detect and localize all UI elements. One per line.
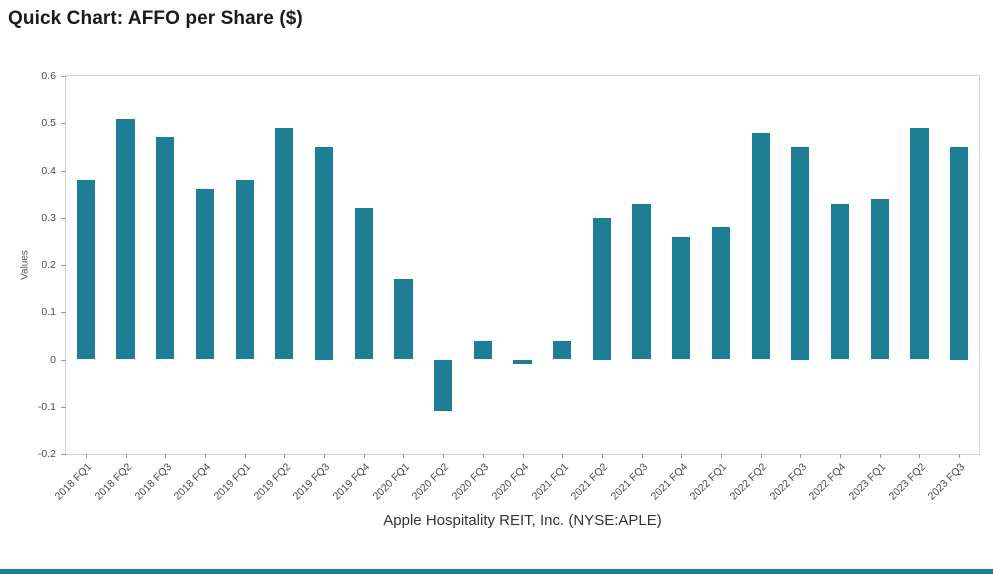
bar-2021-FQ1[interactable] bbox=[553, 340, 572, 360]
bar-2022-FQ1[interactable] bbox=[711, 227, 731, 360]
x-tick-label: 2023 FQ2 bbox=[886, 461, 928, 503]
bottom-accent-bar bbox=[0, 569, 993, 574]
x-tick-mark bbox=[324, 454, 326, 458]
bar-2019-FQ4[interactable] bbox=[354, 208, 373, 360]
x-tick-label: 2020 FQ1 bbox=[370, 461, 412, 503]
bar-2019-FQ1[interactable] bbox=[235, 179, 254, 360]
x-tick-label: 2022 FQ3 bbox=[767, 461, 809, 503]
bar-2023-FQ3[interactable] bbox=[950, 146, 969, 360]
x-tick-label: 2020 FQ2 bbox=[410, 461, 452, 503]
y-tick-mark bbox=[61, 76, 66, 77]
x-tick-label: 2021 FQ3 bbox=[608, 461, 651, 503]
x-tick-mark bbox=[919, 454, 921, 458]
x-tick-label: 2021 FQ4 bbox=[648, 461, 690, 503]
bar-2020-FQ4[interactable] bbox=[513, 359, 532, 365]
bar-2018-FQ1[interactable] bbox=[76, 179, 95, 360]
x-tick-mark bbox=[482, 454, 484, 458]
y-tick-mark bbox=[61, 359, 66, 361]
x-tick-label: 2019 FQ2 bbox=[251, 461, 293, 503]
bar-2020-FQ2[interactable] bbox=[433, 359, 453, 412]
bar-2018-FQ3[interactable] bbox=[156, 137, 175, 360]
x-tick-mark bbox=[601, 454, 603, 458]
y-tick-label: 0.6 bbox=[41, 70, 56, 82]
x-tick-mark bbox=[125, 454, 127, 458]
x-tick-label: 2018 FQ3 bbox=[132, 461, 174, 503]
x-tick-mark bbox=[720, 454, 722, 458]
bar-2019-FQ3[interactable] bbox=[314, 146, 334, 360]
x-tick-label: 2018 FQ1 bbox=[52, 461, 95, 503]
plot-area: Values 2018 FQ1 2018 FQ2 2018 FQ3 2018 FQ4 2… bbox=[19, 70, 980, 503]
bar-2018-FQ4[interactable] bbox=[195, 189, 215, 360]
x-tick-mark bbox=[562, 454, 564, 458]
y-tick-mark bbox=[61, 217, 66, 219]
x-tick-label: 2021 FQ1 bbox=[529, 461, 571, 503]
x-tick-label: 2022 FQ2 bbox=[727, 461, 770, 503]
x-tick-label: 2019 FQ4 bbox=[330, 461, 373, 503]
y-tick-label: 0.3 bbox=[41, 211, 56, 224]
x-tick-label: 2019 FQ3 bbox=[291, 461, 333, 503]
y-tick-label: 0.1 bbox=[41, 306, 56, 319]
x-tick-label: 2021 FQ2 bbox=[568, 461, 611, 503]
chart-title: Quick Chart: AFFO per Share ($) bbox=[8, 8, 303, 29]
x-tick-mark bbox=[85, 454, 87, 458]
y-tick-mark bbox=[61, 265, 66, 266]
x-tick-mark bbox=[641, 454, 643, 458]
x-axis-title: Apple Hospitality REIT, Inc. (NYSE:APLE) bbox=[383, 512, 662, 529]
y-tick-label: -0.2 bbox=[37, 448, 56, 460]
x-tick-label: 2022 FQ1 bbox=[687, 461, 730, 503]
y-tick-mark bbox=[61, 454, 66, 455]
x-tick-label: 2019 FQ1 bbox=[211, 461, 254, 503]
bar-2021-FQ2[interactable] bbox=[592, 217, 611, 360]
x-tick-mark bbox=[403, 454, 405, 458]
x-tick-mark bbox=[800, 454, 802, 458]
y-tick-mark bbox=[61, 312, 66, 314]
x-tick-label: 2022 FQ4 bbox=[807, 461, 849, 503]
bar-2022-FQ2[interactable] bbox=[751, 132, 770, 360]
x-tick-label: 2023 FQ1 bbox=[846, 461, 889, 503]
x-tick-mark bbox=[204, 454, 206, 458]
x-tick-label: 2023 FQ3 bbox=[926, 461, 968, 503]
bar-2020-FQ1[interactable] bbox=[394, 279, 413, 360]
y-tick-label: 0.4 bbox=[41, 164, 56, 177]
bar-2022-FQ3[interactable] bbox=[791, 146, 810, 360]
y-tick-mark bbox=[61, 170, 66, 172]
x-tick-mark bbox=[760, 454, 762, 458]
bar-2018-FQ2[interactable] bbox=[116, 118, 135, 360]
y-tick-label: 0 bbox=[50, 353, 56, 366]
y-tick-label: 0.2 bbox=[41, 259, 56, 271]
x-tick-mark bbox=[840, 454, 842, 458]
bar-2022-FQ4[interactable] bbox=[830, 203, 850, 360]
x-tick-mark bbox=[284, 454, 286, 458]
y-tick-mark bbox=[61, 123, 66, 125]
x-tick-label: 2018 FQ4 bbox=[171, 461, 214, 503]
x-tick-mark bbox=[443, 454, 445, 458]
bar-2023-FQ1[interactable] bbox=[870, 198, 889, 360]
y-tick-mark bbox=[61, 406, 66, 408]
bar-2019-FQ2[interactable] bbox=[275, 127, 294, 360]
x-tick-mark bbox=[244, 454, 246, 458]
x-tick-mark bbox=[363, 454, 365, 458]
x-tick-label: 2018 FQ2 bbox=[92, 461, 135, 503]
x-tick-mark bbox=[959, 454, 961, 458]
bar-2023-FQ2[interactable] bbox=[910, 127, 929, 360]
bar-2021-FQ3[interactable] bbox=[632, 203, 651, 360]
x-tick-mark bbox=[681, 454, 683, 458]
y-tick-label: 0.5 bbox=[41, 117, 56, 130]
x-tick-mark bbox=[522, 454, 524, 458]
x-tick-mark bbox=[879, 454, 881, 458]
bar-2021-FQ4[interactable] bbox=[672, 236, 691, 360]
y-axis-title: Values bbox=[19, 250, 31, 280]
x-tick-label: 2020 FQ4 bbox=[489, 461, 531, 503]
bar-2020-FQ3[interactable] bbox=[473, 340, 492, 360]
x-tick-mark bbox=[165, 454, 167, 458]
y-tick-label: -0.1 bbox=[37, 400, 56, 413]
x-tick-label: 2020 FQ3 bbox=[449, 461, 492, 503]
